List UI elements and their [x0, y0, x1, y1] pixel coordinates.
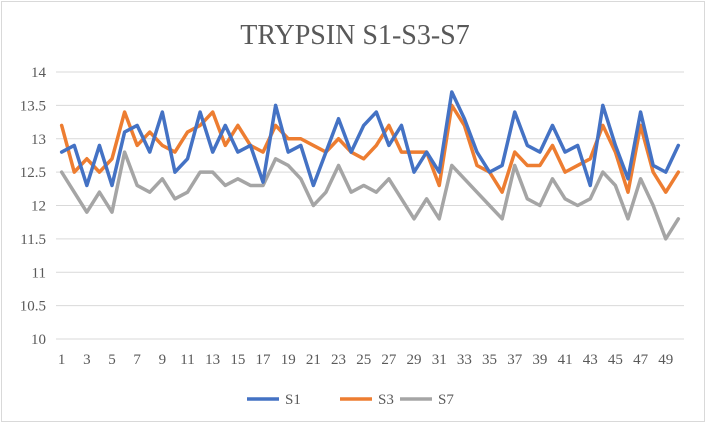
- y-tick-label: 13: [31, 132, 46, 148]
- y-tick-label: 11: [32, 265, 46, 281]
- y-tick-label: 10.5: [20, 299, 46, 315]
- x-tick-label: 13: [205, 352, 220, 368]
- x-tick-label: 45: [608, 352, 623, 368]
- x-tick-label: 11: [180, 352, 194, 368]
- y-tick-label: 10: [31, 332, 46, 348]
- x-tick-label: 31: [432, 352, 447, 368]
- x-tick-label: 17: [256, 352, 272, 368]
- x-tick-label: 33: [457, 352, 472, 368]
- legend-label-s7: S7: [438, 392, 454, 408]
- x-tick-label: 5: [108, 352, 116, 368]
- x-tick-label: 9: [159, 352, 167, 368]
- legend: S1 S3 S7: [247, 392, 454, 408]
- y-tick-label: 11.5: [20, 232, 46, 248]
- legend-label-s3: S3: [378, 392, 394, 408]
- x-tick-label: 27: [381, 352, 397, 368]
- x-tick-label: 39: [532, 352, 547, 368]
- x-tick-label: 35: [482, 352, 497, 368]
- series-line-s1: [59, 90, 681, 188]
- y-tick-label: 12: [31, 199, 46, 215]
- y-tick-label: 12.5: [20, 165, 46, 181]
- x-tick-label: 37: [507, 352, 523, 368]
- x-tick-label: 25: [356, 352, 371, 368]
- series-line-s3: [59, 103, 681, 194]
- x-tick-label: 23: [331, 352, 346, 368]
- x-tick-label: 19: [281, 352, 296, 368]
- x-tick-label: 3: [83, 352, 91, 368]
- x-axis-tick-labels: 1 3 5 7 9 11 13 15 17 19 21 23 25 27 29 31 33 35 37 39 41 43 4…: [58, 352, 673, 368]
- x-tick-label: 47: [633, 352, 649, 368]
- gridlines: [56, 71, 684, 340]
- x-tick-label: 21: [306, 352, 321, 368]
- x-tick-label: 49: [658, 352, 673, 368]
- x-tick-label: 29: [407, 352, 422, 368]
- y-tick-label: 14: [31, 65, 47, 81]
- x-tick-label: 41: [558, 352, 573, 368]
- x-tick-label: 15: [230, 352, 245, 368]
- series-lines: [59, 90, 681, 241]
- y-tick-label: 13.5: [20, 98, 46, 114]
- x-tick-label: 7: [133, 352, 141, 368]
- legend-label-s1: S1: [285, 392, 301, 408]
- x-tick-label: 43: [583, 352, 598, 368]
- x-tick-label: 1: [58, 352, 66, 368]
- series-line-s7: [59, 150, 681, 241]
- y-axis-tick-labels: 10 10.5 11 11.5 12 12.5 13 13.5 14: [20, 65, 47, 348]
- chart-title: TRYPSIN S1-S3-S7: [240, 20, 470, 51]
